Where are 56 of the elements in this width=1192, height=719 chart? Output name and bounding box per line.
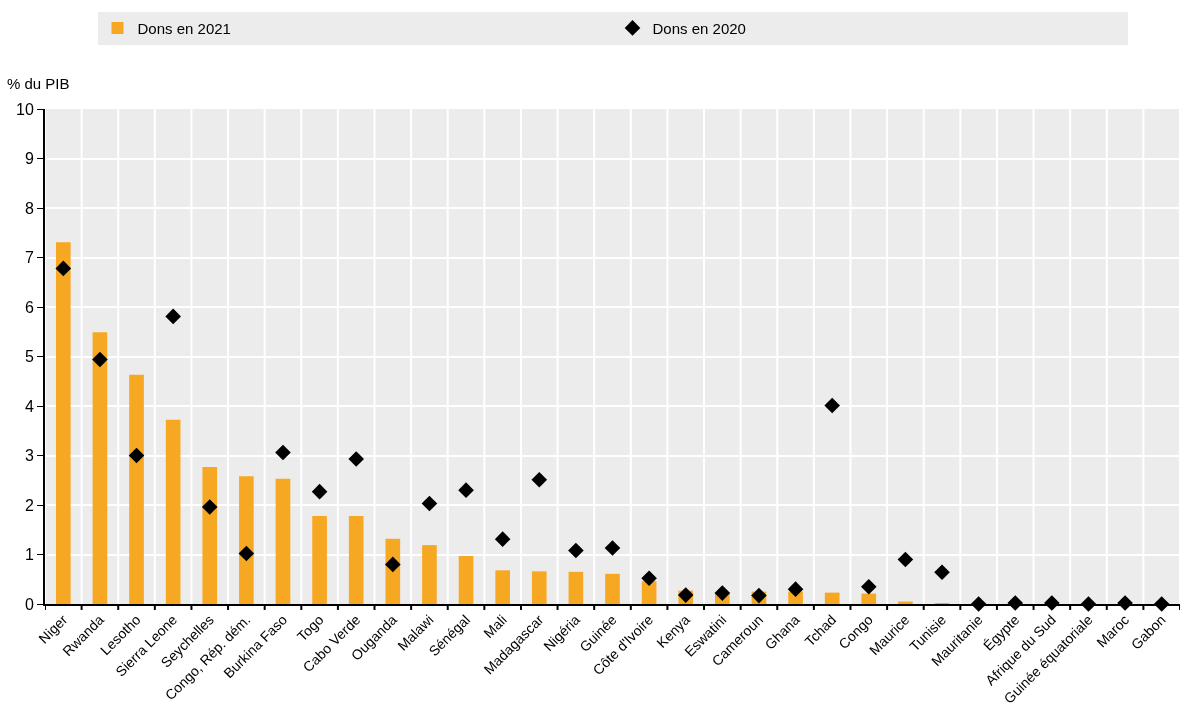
point xyxy=(55,260,72,277)
point xyxy=(494,531,511,547)
point xyxy=(201,499,218,515)
point xyxy=(860,578,877,595)
legend-label: Dons en 2020 xyxy=(652,19,746,37)
y-tick-label: 7 xyxy=(24,249,34,267)
point xyxy=(897,551,914,568)
bar xyxy=(605,573,620,604)
point xyxy=(238,545,255,562)
bar xyxy=(568,571,584,604)
point xyxy=(311,483,328,500)
bar xyxy=(312,515,327,604)
point xyxy=(824,397,840,414)
bar xyxy=(129,374,144,604)
y-tick-label: 5 xyxy=(24,348,34,366)
point xyxy=(641,570,657,587)
point xyxy=(568,542,584,559)
bar xyxy=(495,570,510,604)
y-tick-label: 6 xyxy=(24,298,34,316)
x-tick-label: Togo xyxy=(293,611,327,645)
bar xyxy=(824,592,840,604)
point xyxy=(128,447,145,464)
bar xyxy=(55,242,71,604)
bar xyxy=(239,476,254,604)
point xyxy=(787,581,804,597)
y-tick-label: 9 xyxy=(24,150,34,168)
y-tick-label: 0 xyxy=(24,595,34,613)
bar xyxy=(348,515,364,604)
point xyxy=(458,482,474,498)
y-tick-label: 4 xyxy=(24,397,34,415)
bar xyxy=(165,419,181,604)
y-tick-label: 1 xyxy=(24,546,34,564)
bar xyxy=(275,478,291,604)
bar xyxy=(458,555,474,604)
bar xyxy=(531,571,547,604)
bar xyxy=(92,332,108,604)
y-tick-label: 3 xyxy=(24,447,34,465)
point xyxy=(421,495,438,512)
bar xyxy=(861,593,877,604)
legend-label: Dons en 2021 xyxy=(137,19,231,37)
y-tick-label: 10 xyxy=(16,100,34,118)
y-tick-label: 8 xyxy=(24,199,34,217)
point xyxy=(531,471,548,488)
point xyxy=(348,451,365,467)
point xyxy=(385,556,401,573)
y-tick-label: 2 xyxy=(24,496,34,514)
y-axis-title: % du PIB xyxy=(7,75,70,92)
bar xyxy=(422,545,437,604)
point xyxy=(714,585,731,601)
point xyxy=(165,308,181,325)
point xyxy=(92,351,108,368)
point xyxy=(275,444,291,461)
point xyxy=(751,587,767,604)
bar xyxy=(202,466,218,604)
point xyxy=(604,540,621,556)
point xyxy=(934,564,950,581)
